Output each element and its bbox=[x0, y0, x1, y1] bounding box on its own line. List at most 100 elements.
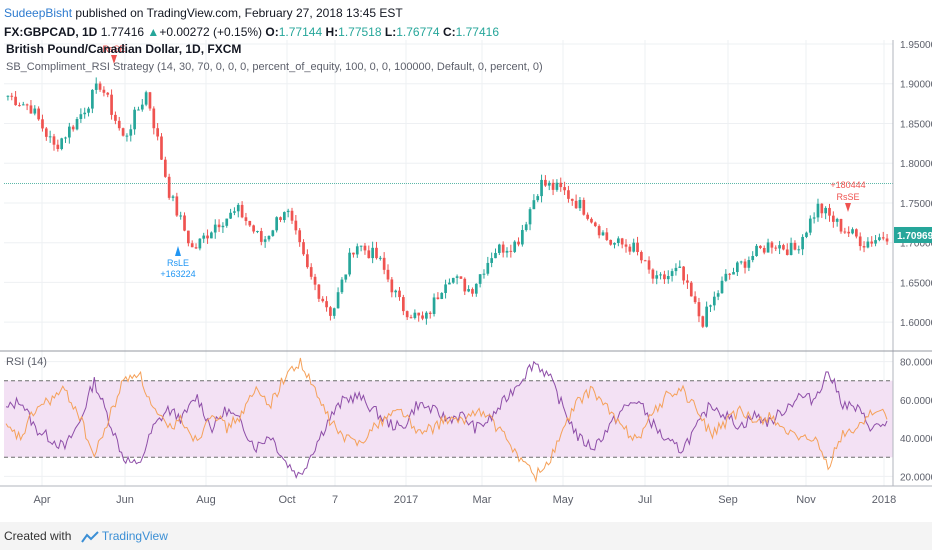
candle bbox=[378, 255, 382, 261]
candle bbox=[217, 219, 221, 232]
footer-bar: Created with TradingView bbox=[0, 522, 932, 550]
candle bbox=[405, 310, 409, 321]
candle bbox=[797, 245, 801, 254]
annotation-label: RsLE bbox=[167, 258, 189, 268]
candle bbox=[117, 116, 121, 131]
candle bbox=[225, 218, 229, 228]
candle bbox=[858, 232, 862, 251]
trade-annotation[interactable]: RsLE+163224 bbox=[160, 246, 196, 279]
candle bbox=[490, 252, 493, 268]
candle bbox=[33, 105, 37, 116]
candle bbox=[770, 241, 774, 254]
candle bbox=[513, 240, 517, 254]
candle bbox=[885, 234, 889, 245]
candle bbox=[56, 139, 60, 152]
candle bbox=[167, 173, 171, 200]
candle bbox=[816, 198, 820, 222]
candle bbox=[402, 294, 405, 316]
candle bbox=[302, 239, 305, 256]
candle bbox=[689, 280, 693, 297]
candle bbox=[544, 175, 547, 187]
candle bbox=[451, 277, 455, 284]
candle bbox=[240, 201, 244, 219]
candle bbox=[474, 283, 478, 297]
candle bbox=[25, 103, 29, 111]
candle bbox=[847, 226, 851, 238]
candle bbox=[317, 283, 321, 302]
legend-strategy[interactable]: SB_Compliment_RSI Strategy (14, 30, 70, … bbox=[6, 61, 543, 73]
candle bbox=[663, 270, 666, 284]
candle bbox=[244, 212, 248, 226]
candle bbox=[670, 268, 674, 282]
candle bbox=[175, 192, 179, 217]
chart-area[interactable]: RsSE RsLE+163224 +180444 RsSE Apr Jun Aug Oct 7… bbox=[0, 40, 932, 522]
candle bbox=[712, 291, 716, 311]
candle bbox=[647, 256, 651, 274]
candle bbox=[156, 123, 159, 141]
candle bbox=[732, 267, 735, 275]
high-label: H: bbox=[325, 25, 339, 39]
candle bbox=[609, 239, 613, 246]
candle bbox=[198, 238, 202, 251]
trade-annotation[interactable]: +180444 bbox=[830, 180, 865, 190]
candle bbox=[340, 277, 344, 295]
candle bbox=[375, 241, 378, 260]
candle bbox=[18, 102, 21, 107]
candle bbox=[386, 264, 390, 283]
candle bbox=[582, 197, 586, 216]
candle bbox=[91, 89, 94, 114]
candle bbox=[29, 100, 33, 114]
high-value: 1.77518 bbox=[338, 25, 382, 39]
candle bbox=[643, 259, 647, 262]
candle bbox=[267, 235, 271, 242]
candle bbox=[344, 274, 348, 283]
candle bbox=[528, 207, 532, 231]
candle bbox=[870, 236, 874, 247]
candle bbox=[521, 224, 524, 247]
candle bbox=[444, 279, 447, 299]
candle bbox=[233, 207, 236, 216]
legend-instrument: British Pound/Canadian Dollar, 1D, FXCM bbox=[6, 42, 241, 56]
candle bbox=[321, 296, 325, 303]
candle bbox=[6, 95, 10, 101]
x-tick-label: Jun bbox=[116, 494, 134, 506]
candle bbox=[355, 243, 359, 258]
candle bbox=[190, 240, 194, 248]
candle bbox=[778, 240, 781, 255]
candle bbox=[152, 106, 156, 135]
tradingview-brand[interactable]: TradingView bbox=[101, 529, 168, 543]
author-link[interactable]: SudeepBisht bbox=[4, 6, 73, 20]
symbol-label[interactable]: FX:GBPCAD, 1D bbox=[4, 25, 98, 39]
candle bbox=[820, 203, 824, 218]
candle bbox=[398, 286, 401, 301]
open-label: O: bbox=[265, 25, 279, 39]
candle bbox=[256, 230, 259, 234]
candle bbox=[94, 77, 98, 94]
price-pane[interactable]: RsSE RsLE+163224 +180444 RsSE bbox=[4, 44, 893, 329]
candle bbox=[252, 224, 255, 234]
legend-rsi[interactable]: RSI (14) bbox=[6, 356, 47, 368]
candle bbox=[236, 203, 240, 218]
candle bbox=[394, 289, 398, 298]
candle bbox=[75, 116, 79, 131]
candle bbox=[64, 136, 67, 143]
candle bbox=[14, 91, 17, 106]
candle bbox=[87, 106, 90, 117]
trade-annotation[interactable]: RsSE bbox=[102, 44, 126, 64]
candle bbox=[682, 265, 685, 285]
candle bbox=[425, 311, 428, 325]
rsi-pane[interactable] bbox=[4, 357, 893, 483]
rsi-tick-label: 80.0000 bbox=[900, 358, 932, 369]
candle bbox=[774, 245, 778, 252]
candle bbox=[505, 247, 509, 258]
candle bbox=[551, 179, 555, 196]
candle bbox=[194, 243, 198, 250]
candle bbox=[382, 252, 386, 275]
candle bbox=[586, 212, 589, 221]
created-with: Created with TradingView bbox=[4, 529, 168, 543]
candle bbox=[793, 240, 797, 251]
candle bbox=[390, 277, 394, 298]
candle bbox=[855, 228, 858, 239]
candle bbox=[751, 251, 755, 263]
trade-annotation[interactable]: RsSE bbox=[836, 192, 860, 212]
